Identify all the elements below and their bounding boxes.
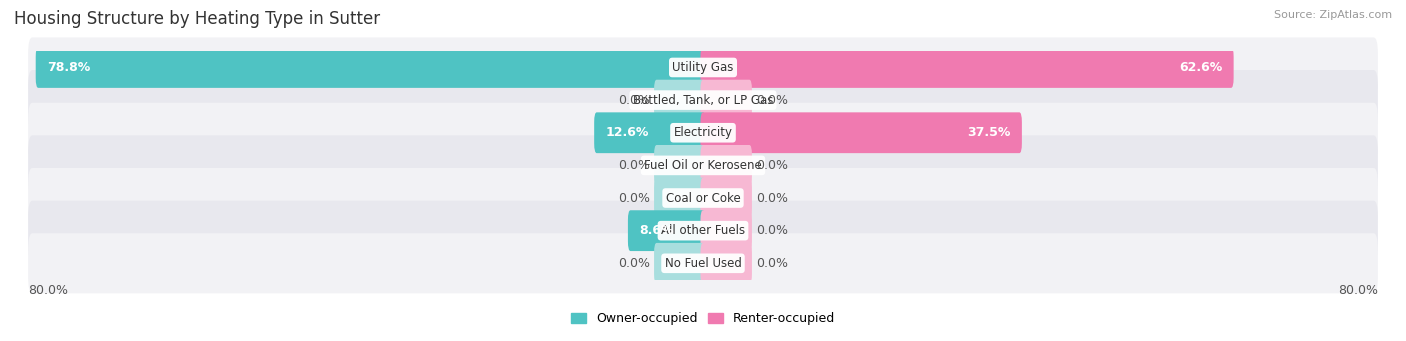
FancyBboxPatch shape [700, 178, 752, 219]
Text: 0.0%: 0.0% [756, 192, 789, 205]
Text: 0.0%: 0.0% [756, 224, 789, 237]
Text: 12.6%: 12.6% [605, 126, 648, 139]
Text: 37.5%: 37.5% [967, 126, 1011, 139]
FancyBboxPatch shape [654, 80, 706, 120]
Text: Utility Gas: Utility Gas [672, 61, 734, 74]
Text: All other Fuels: All other Fuels [661, 224, 745, 237]
FancyBboxPatch shape [654, 178, 706, 219]
FancyBboxPatch shape [28, 168, 1378, 228]
Legend: Owner-occupied, Renter-occupied: Owner-occupied, Renter-occupied [567, 308, 839, 330]
Text: Electricity: Electricity [673, 126, 733, 139]
Text: 0.0%: 0.0% [617, 257, 650, 270]
FancyBboxPatch shape [28, 233, 1378, 293]
Text: Housing Structure by Heating Type in Sutter: Housing Structure by Heating Type in Sut… [14, 10, 380, 28]
FancyBboxPatch shape [28, 38, 1378, 98]
FancyBboxPatch shape [700, 145, 752, 186]
Text: Bottled, Tank, or LP Gas: Bottled, Tank, or LP Gas [633, 94, 773, 107]
FancyBboxPatch shape [28, 70, 1378, 130]
Text: 80.0%: 80.0% [28, 283, 67, 297]
FancyBboxPatch shape [700, 210, 752, 251]
Text: 0.0%: 0.0% [617, 192, 650, 205]
Text: 0.0%: 0.0% [617, 94, 650, 107]
FancyBboxPatch shape [28, 201, 1378, 261]
Text: 0.0%: 0.0% [756, 94, 789, 107]
FancyBboxPatch shape [35, 47, 706, 88]
FancyBboxPatch shape [654, 243, 706, 284]
FancyBboxPatch shape [700, 243, 752, 284]
FancyBboxPatch shape [28, 135, 1378, 195]
Text: 0.0%: 0.0% [756, 257, 789, 270]
Text: 62.6%: 62.6% [1180, 61, 1223, 74]
FancyBboxPatch shape [700, 80, 752, 120]
Text: 80.0%: 80.0% [1339, 283, 1378, 297]
FancyBboxPatch shape [28, 103, 1378, 163]
Text: Fuel Oil or Kerosene: Fuel Oil or Kerosene [644, 159, 762, 172]
Text: Source: ZipAtlas.com: Source: ZipAtlas.com [1274, 10, 1392, 20]
Text: 8.6%: 8.6% [638, 224, 673, 237]
Text: 0.0%: 0.0% [756, 159, 789, 172]
Text: 78.8%: 78.8% [46, 61, 90, 74]
FancyBboxPatch shape [700, 47, 1233, 88]
Text: Coal or Coke: Coal or Coke [665, 192, 741, 205]
FancyBboxPatch shape [628, 210, 706, 251]
FancyBboxPatch shape [700, 112, 1022, 153]
FancyBboxPatch shape [654, 145, 706, 186]
Text: No Fuel Used: No Fuel Used [665, 257, 741, 270]
Text: 0.0%: 0.0% [617, 159, 650, 172]
FancyBboxPatch shape [595, 112, 706, 153]
